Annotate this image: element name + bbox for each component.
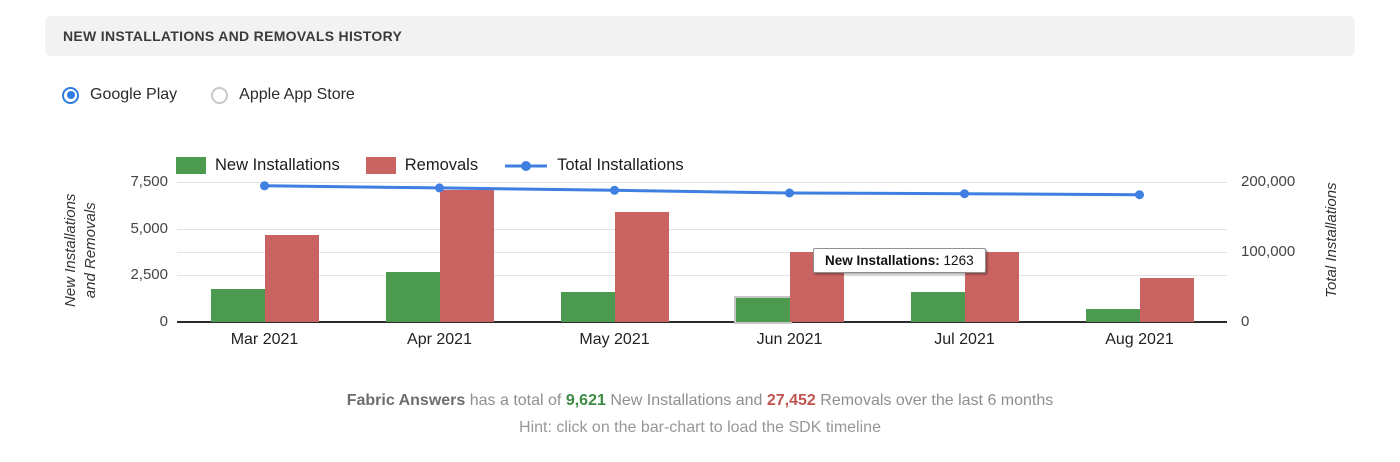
line-point-icon: [1135, 190, 1144, 200]
gridline: [177, 182, 1227, 183]
left-axis-tick: 0: [159, 313, 168, 330]
legend-item-total-installations: Total Installations: [504, 156, 684, 175]
legend-label: New Installations: [215, 156, 340, 174]
gridline: [177, 252, 1227, 253]
hint-text: Hint: click on the bar-chart to load the…: [519, 419, 881, 436]
store-radio-group: Google Play Apple App Store: [62, 86, 355, 104]
legend-label: Removals: [404, 156, 479, 174]
left-axis-tick: 7,500: [130, 173, 168, 190]
line-point-icon: [960, 189, 969, 199]
right-axis-tick: 0: [1241, 313, 1250, 330]
radio-selected-icon: [62, 86, 79, 104]
panel-header: NEW INSTALLATIONS AND REMOVALS HISTORY: [45, 16, 1355, 56]
x-axis-label: Jul 2021: [934, 331, 995, 348]
legend-line-icon: [505, 160, 548, 171]
right-axis-tick: 200,000: [1241, 173, 1296, 190]
radio-google-play[interactable]: Google Play: [62, 86, 177, 104]
bar-new-installations-may-2021[interactable]: [560, 291, 615, 322]
left-axis-tick: 2,500: [130, 266, 168, 284]
line-point-icon: [785, 188, 794, 198]
legend-swatch-icon: [176, 157, 206, 174]
line-point-icon: [610, 185, 619, 195]
right-axis-tick: 100,000: [1241, 243, 1296, 260]
x-axis-label: Aug 2021: [1105, 331, 1174, 348]
chart-tooltip: New Installations: 1263: [813, 248, 986, 273]
x-axis-label: Apr 2021: [407, 331, 472, 348]
radio-apple-app-store-label: Apple App Store: [239, 86, 355, 103]
tooltip-label: New Installations:: [825, 253, 940, 268]
radio-unselected-icon: [211, 86, 229, 104]
summary-text: Fabric Answers has a total of 9,621 New …: [0, 392, 1400, 410]
summary-installs-total: 9,621: [565, 392, 606, 409]
right-axis-title: Total Installations: [1322, 182, 1340, 298]
bar-new-installations-jun-2021[interactable]: [733, 296, 792, 324]
summary-text-3: Removals over the last 6 months: [820, 392, 1054, 409]
summary-text-2: New Installations and: [610, 392, 763, 409]
legend-item-new-installations: New Installations: [176, 156, 340, 175]
tooltip-value: 1263: [943, 253, 974, 268]
x-axis-label: May 2021: [579, 331, 650, 348]
left-axis-tick: 5,000: [130, 219, 168, 237]
panel-title: NEW INSTALLATIONS AND REMOVALS HISTORY: [63, 28, 403, 44]
x-axis-label: Mar 2021: [230, 331, 299, 348]
left-axis-title: New Installations and Removals: [61, 193, 99, 307]
total-installations-line: [260, 181, 1144, 200]
bar-removals-apr-2021[interactable]: [439, 190, 494, 322]
x-axis-label: Jun 2021: [756, 331, 823, 348]
summary-app-name: Fabric Answers: [346, 392, 466, 409]
legend-item-removals: Removals: [365, 156, 479, 175]
radio-apple-app-store[interactable]: Apple App Store: [211, 86, 355, 104]
radio-google-play-label: Google Play: [90, 86, 178, 103]
summary-text-1: has a total of: [469, 392, 562, 409]
bar-new-installations-apr-2021[interactable]: [385, 272, 440, 322]
gridline: [177, 228, 1227, 230]
bar-removals-aug-2021[interactable]: [1139, 278, 1194, 322]
summary-removals-total: 27,452: [766, 392, 816, 409]
legend-swatch-icon: [365, 157, 396, 174]
bar-removals-mar-2021[interactable]: [264, 235, 319, 322]
x-axis-line: [177, 321, 1227, 323]
bar-new-installations-aug-2021[interactable]: [1085, 308, 1140, 322]
bar-new-installations-mar-2021[interactable]: [210, 289, 265, 322]
bar-new-installations-jul-2021[interactable]: [910, 292, 965, 322]
legend-label: Total Installations: [557, 156, 684, 174]
chart-legend: New Installations Removals Total Installat…: [176, 156, 710, 175]
gridline: [177, 275, 1227, 277]
bar-removals-may-2021[interactable]: [614, 211, 669, 322]
